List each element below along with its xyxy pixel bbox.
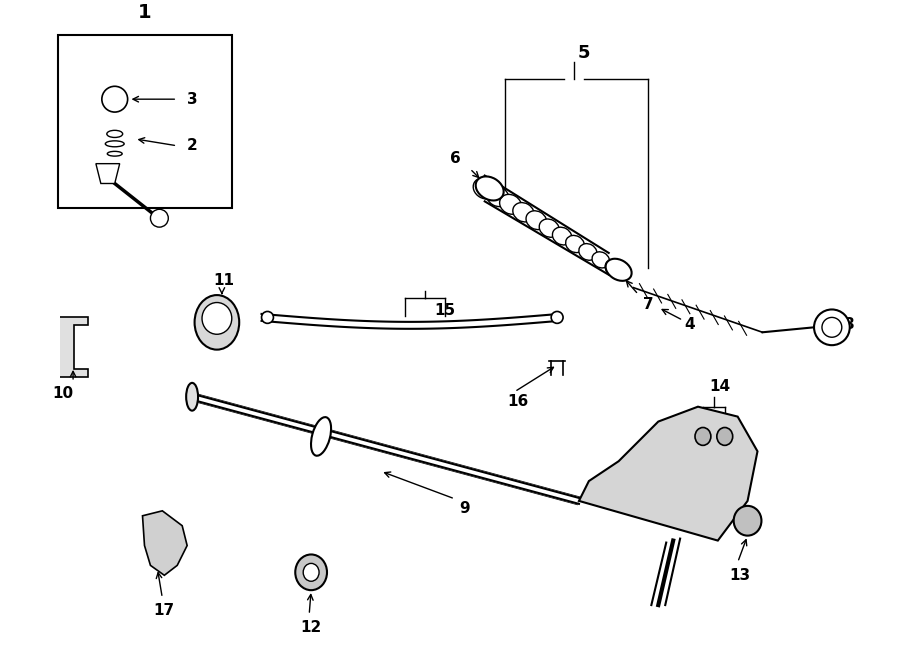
Text: 8: 8 bbox=[843, 317, 854, 332]
Text: 10: 10 bbox=[52, 386, 74, 401]
Ellipse shape bbox=[105, 141, 124, 147]
Ellipse shape bbox=[592, 252, 609, 268]
Text: 11: 11 bbox=[213, 273, 234, 288]
Polygon shape bbox=[579, 407, 758, 541]
Text: 5: 5 bbox=[578, 44, 590, 61]
Text: 3: 3 bbox=[187, 92, 197, 106]
Text: 4: 4 bbox=[685, 317, 696, 332]
Text: 9: 9 bbox=[460, 501, 470, 516]
Polygon shape bbox=[142, 511, 187, 575]
Ellipse shape bbox=[565, 235, 584, 253]
Ellipse shape bbox=[716, 428, 733, 446]
Ellipse shape bbox=[186, 383, 198, 410]
Text: 1: 1 bbox=[139, 3, 152, 22]
Ellipse shape bbox=[303, 563, 320, 581]
Circle shape bbox=[814, 309, 850, 345]
Circle shape bbox=[102, 87, 128, 112]
Ellipse shape bbox=[539, 219, 559, 237]
Ellipse shape bbox=[311, 417, 331, 455]
Ellipse shape bbox=[473, 178, 496, 199]
Ellipse shape bbox=[500, 194, 521, 214]
Ellipse shape bbox=[606, 258, 632, 281]
Text: 6: 6 bbox=[450, 151, 460, 166]
Ellipse shape bbox=[295, 555, 327, 590]
Ellipse shape bbox=[202, 303, 232, 334]
Circle shape bbox=[150, 210, 168, 227]
Ellipse shape bbox=[513, 202, 534, 222]
Ellipse shape bbox=[579, 244, 597, 260]
Circle shape bbox=[551, 311, 563, 323]
Polygon shape bbox=[60, 317, 88, 377]
Polygon shape bbox=[96, 164, 120, 184]
Ellipse shape bbox=[605, 260, 622, 276]
Text: 12: 12 bbox=[301, 621, 322, 635]
Ellipse shape bbox=[486, 186, 508, 207]
Ellipse shape bbox=[194, 295, 239, 350]
Text: 17: 17 bbox=[154, 603, 175, 617]
Text: 13: 13 bbox=[729, 568, 751, 583]
Bar bbox=[58, 35, 232, 208]
Ellipse shape bbox=[553, 227, 572, 245]
Ellipse shape bbox=[734, 506, 761, 535]
Text: 7: 7 bbox=[644, 297, 653, 312]
Ellipse shape bbox=[526, 211, 546, 229]
Text: 14: 14 bbox=[709, 379, 731, 395]
Text: 16: 16 bbox=[507, 394, 528, 409]
Ellipse shape bbox=[476, 176, 504, 200]
Ellipse shape bbox=[695, 428, 711, 446]
Text: 2: 2 bbox=[186, 138, 197, 153]
Circle shape bbox=[262, 311, 274, 323]
Ellipse shape bbox=[107, 130, 122, 137]
Text: 15: 15 bbox=[435, 303, 455, 318]
Circle shape bbox=[822, 317, 842, 337]
Ellipse shape bbox=[107, 151, 122, 156]
